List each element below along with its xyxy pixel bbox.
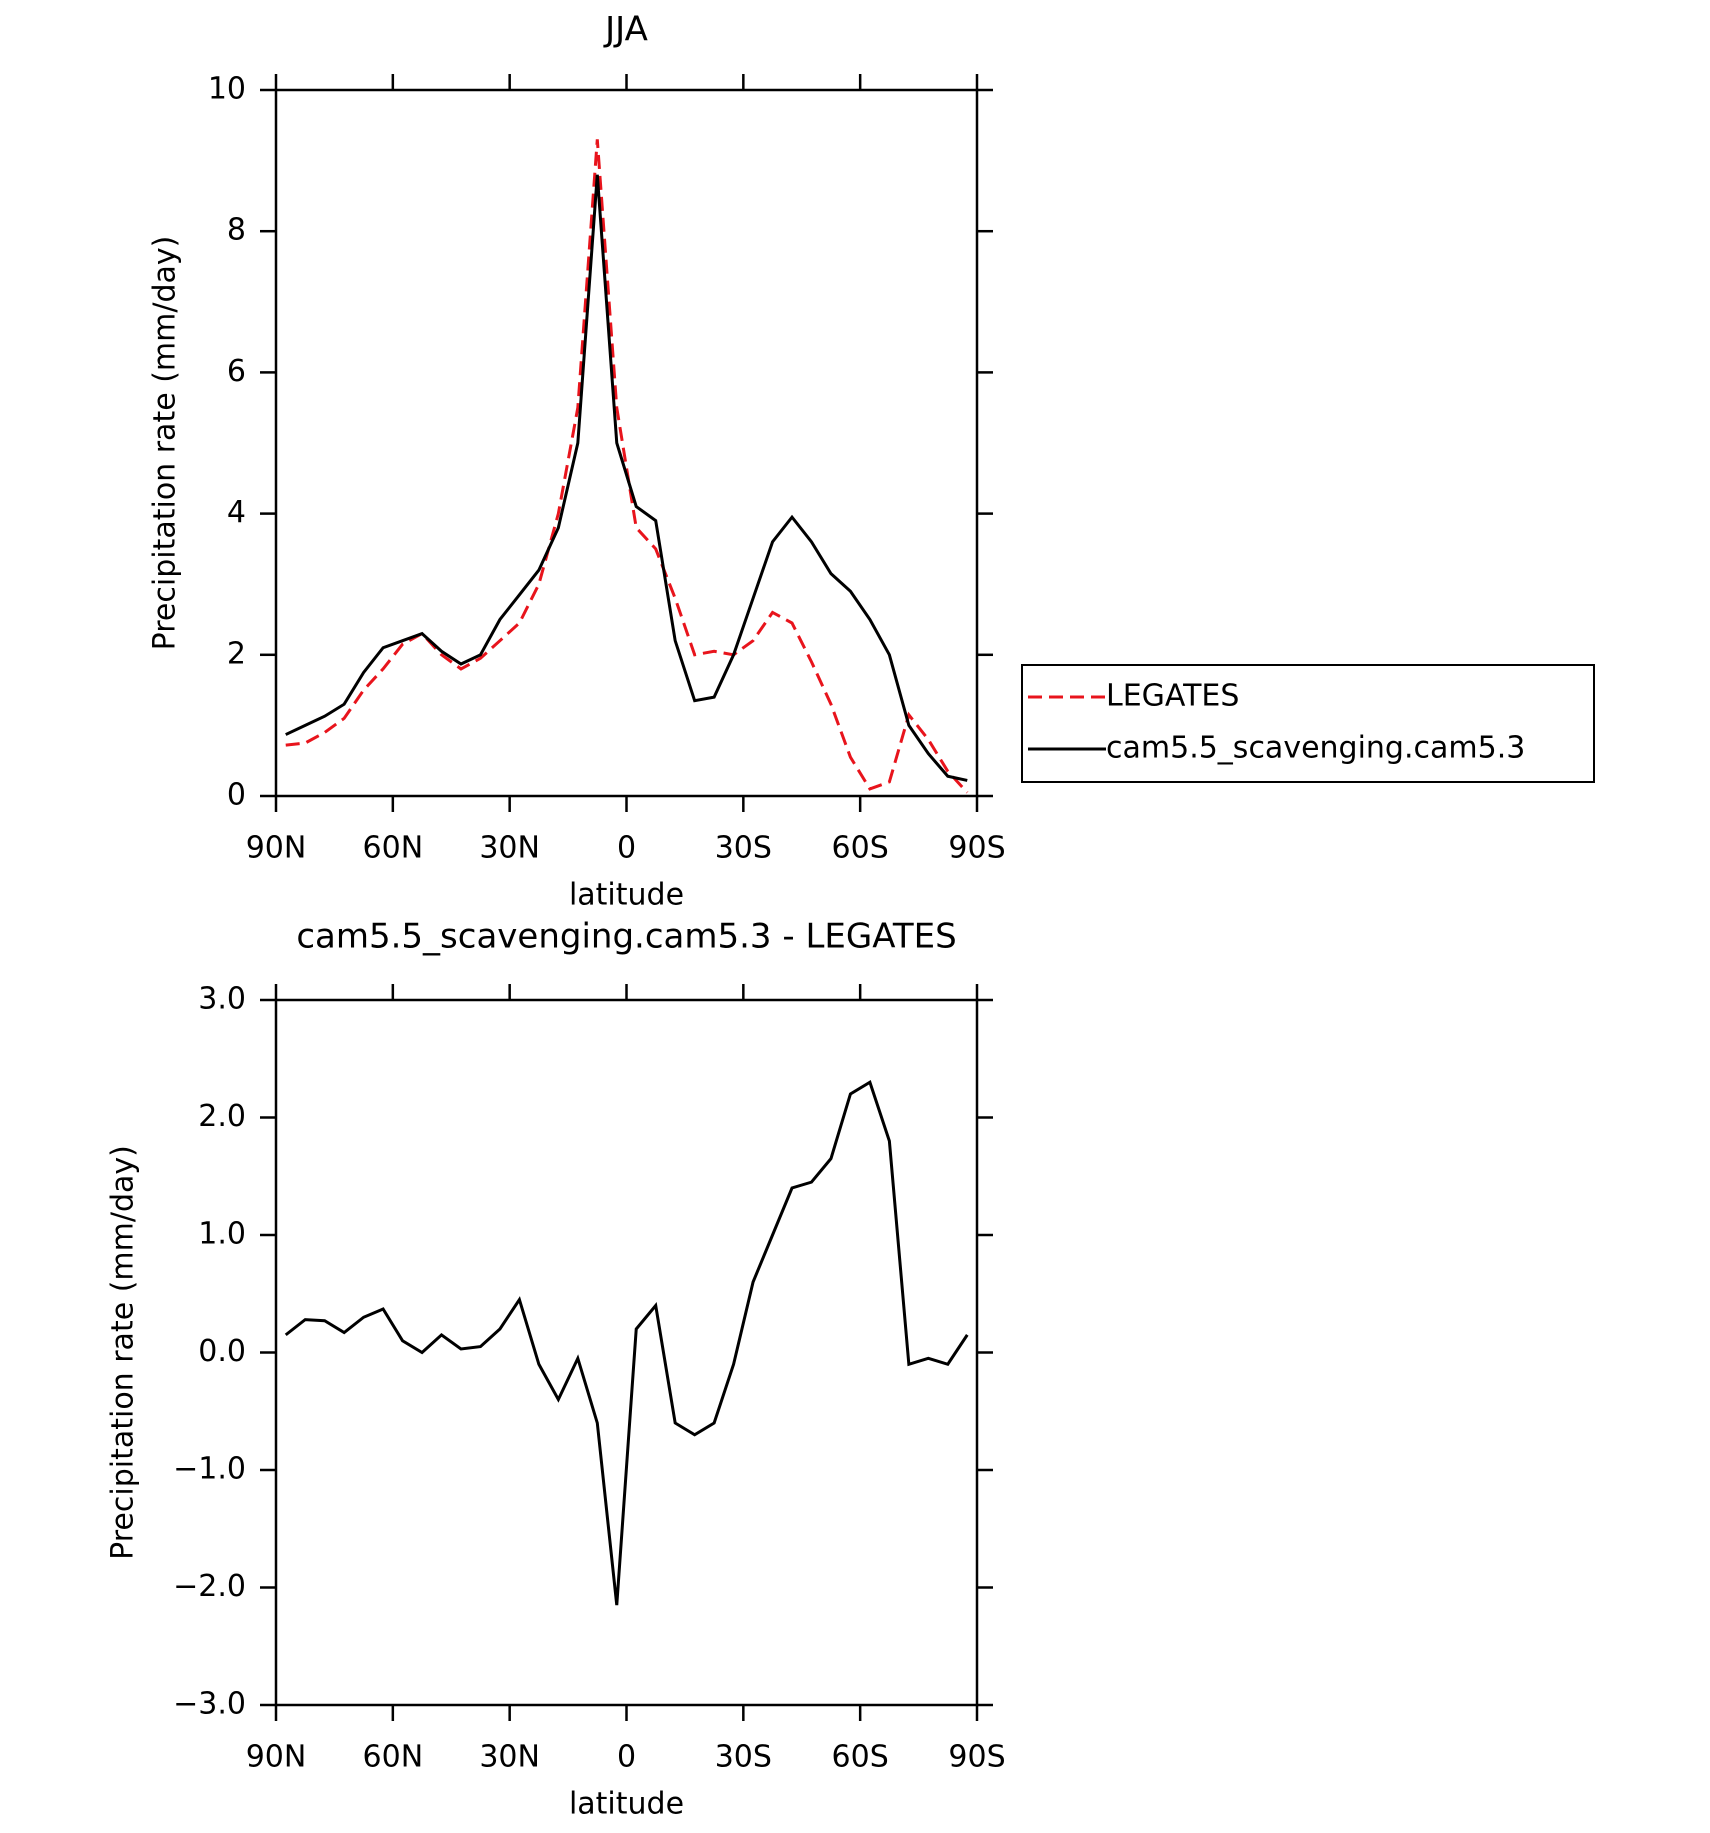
x-tick-label: 30N xyxy=(479,831,540,866)
y-axis-label: Precipitation rate (mm/day) xyxy=(106,1145,141,1560)
chart-title: cam5.5_scavenging.cam5.3 - LEGATES xyxy=(296,917,956,957)
x-tick-label: 60N xyxy=(363,831,424,866)
x-tick-label: 0 xyxy=(617,1740,636,1775)
y-tick-label: 10 xyxy=(208,72,246,107)
y-tick-label: 8 xyxy=(227,213,246,248)
x-tick-label: 90S xyxy=(948,1740,1005,1775)
plot-frame xyxy=(274,88,979,798)
data-line xyxy=(285,139,969,794)
x-tick-label: 90S xyxy=(948,831,1005,866)
legend-box xyxy=(1021,664,1595,783)
y-tick-label: −2.0 xyxy=(173,1569,246,1604)
y-tick-label: 4 xyxy=(227,495,246,530)
plot-frame xyxy=(274,998,979,1707)
x-axis-label: latitude xyxy=(569,878,684,913)
chart-title: JJA xyxy=(603,10,648,50)
y-tick-label: 0 xyxy=(227,778,246,813)
y-tick-label: −1.0 xyxy=(173,1452,246,1487)
x-axis-label: latitude xyxy=(569,1787,684,1822)
y-tick-label: 2.0 xyxy=(198,1099,246,1134)
x-tick-label: 60S xyxy=(832,1740,889,1775)
x-tick-label: 30N xyxy=(479,1740,540,1775)
y-tick-label: 0.0 xyxy=(198,1334,246,1369)
y-tick-label: 3.0 xyxy=(198,982,246,1017)
x-tick-label: 60S xyxy=(832,831,889,866)
y-tick-label: −3.0 xyxy=(173,1687,246,1722)
data-line xyxy=(285,174,968,782)
x-tick-label: 90N xyxy=(246,831,307,866)
y-axis-label: Precipitation rate (mm/day) xyxy=(148,236,183,651)
data-line xyxy=(284,1079,969,1606)
legend-label: cam5.5_scavenging.cam5.3 xyxy=(1106,731,1525,766)
x-tick-label: 30S xyxy=(715,831,772,866)
legend-label: LEGATES xyxy=(1106,679,1239,714)
y-tick-label: 1.0 xyxy=(198,1217,246,1252)
x-tick-label: 60N xyxy=(363,1740,424,1775)
x-tick-label: 90N xyxy=(246,1740,307,1775)
y-tick-label: 6 xyxy=(227,354,246,389)
y-tick-label: 2 xyxy=(227,636,246,671)
x-tick-label: 30S xyxy=(715,1740,772,1775)
x-tick-label: 0 xyxy=(617,831,636,866)
